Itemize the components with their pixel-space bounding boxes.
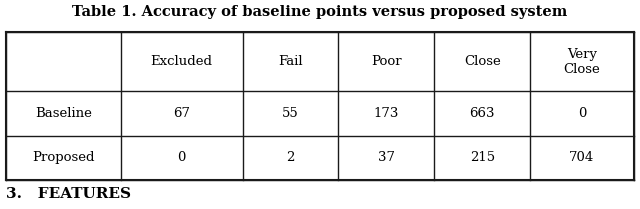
Text: Table 1. Accuracy of baseline points versus proposed system: Table 1. Accuracy of baseline points ver… xyxy=(72,5,568,19)
Text: Proposed: Proposed xyxy=(33,151,95,164)
Text: 663: 663 xyxy=(470,107,495,120)
Text: Baseline: Baseline xyxy=(35,107,92,120)
Text: 37: 37 xyxy=(378,151,395,164)
Text: 0: 0 xyxy=(177,151,186,164)
Text: Poor: Poor xyxy=(371,55,402,68)
Text: 704: 704 xyxy=(570,151,595,164)
Text: Very
Close: Very Close xyxy=(564,48,600,76)
Text: 55: 55 xyxy=(282,107,299,120)
Text: 2: 2 xyxy=(286,151,294,164)
Text: 173: 173 xyxy=(374,107,399,120)
Text: 0: 0 xyxy=(578,107,586,120)
Text: Fail: Fail xyxy=(278,55,303,68)
Text: Excluded: Excluded xyxy=(150,55,212,68)
Text: 3.   FEATURES: 3. FEATURES xyxy=(6,187,131,201)
Text: 215: 215 xyxy=(470,151,495,164)
Text: 67: 67 xyxy=(173,107,190,120)
Text: Close: Close xyxy=(464,55,500,68)
